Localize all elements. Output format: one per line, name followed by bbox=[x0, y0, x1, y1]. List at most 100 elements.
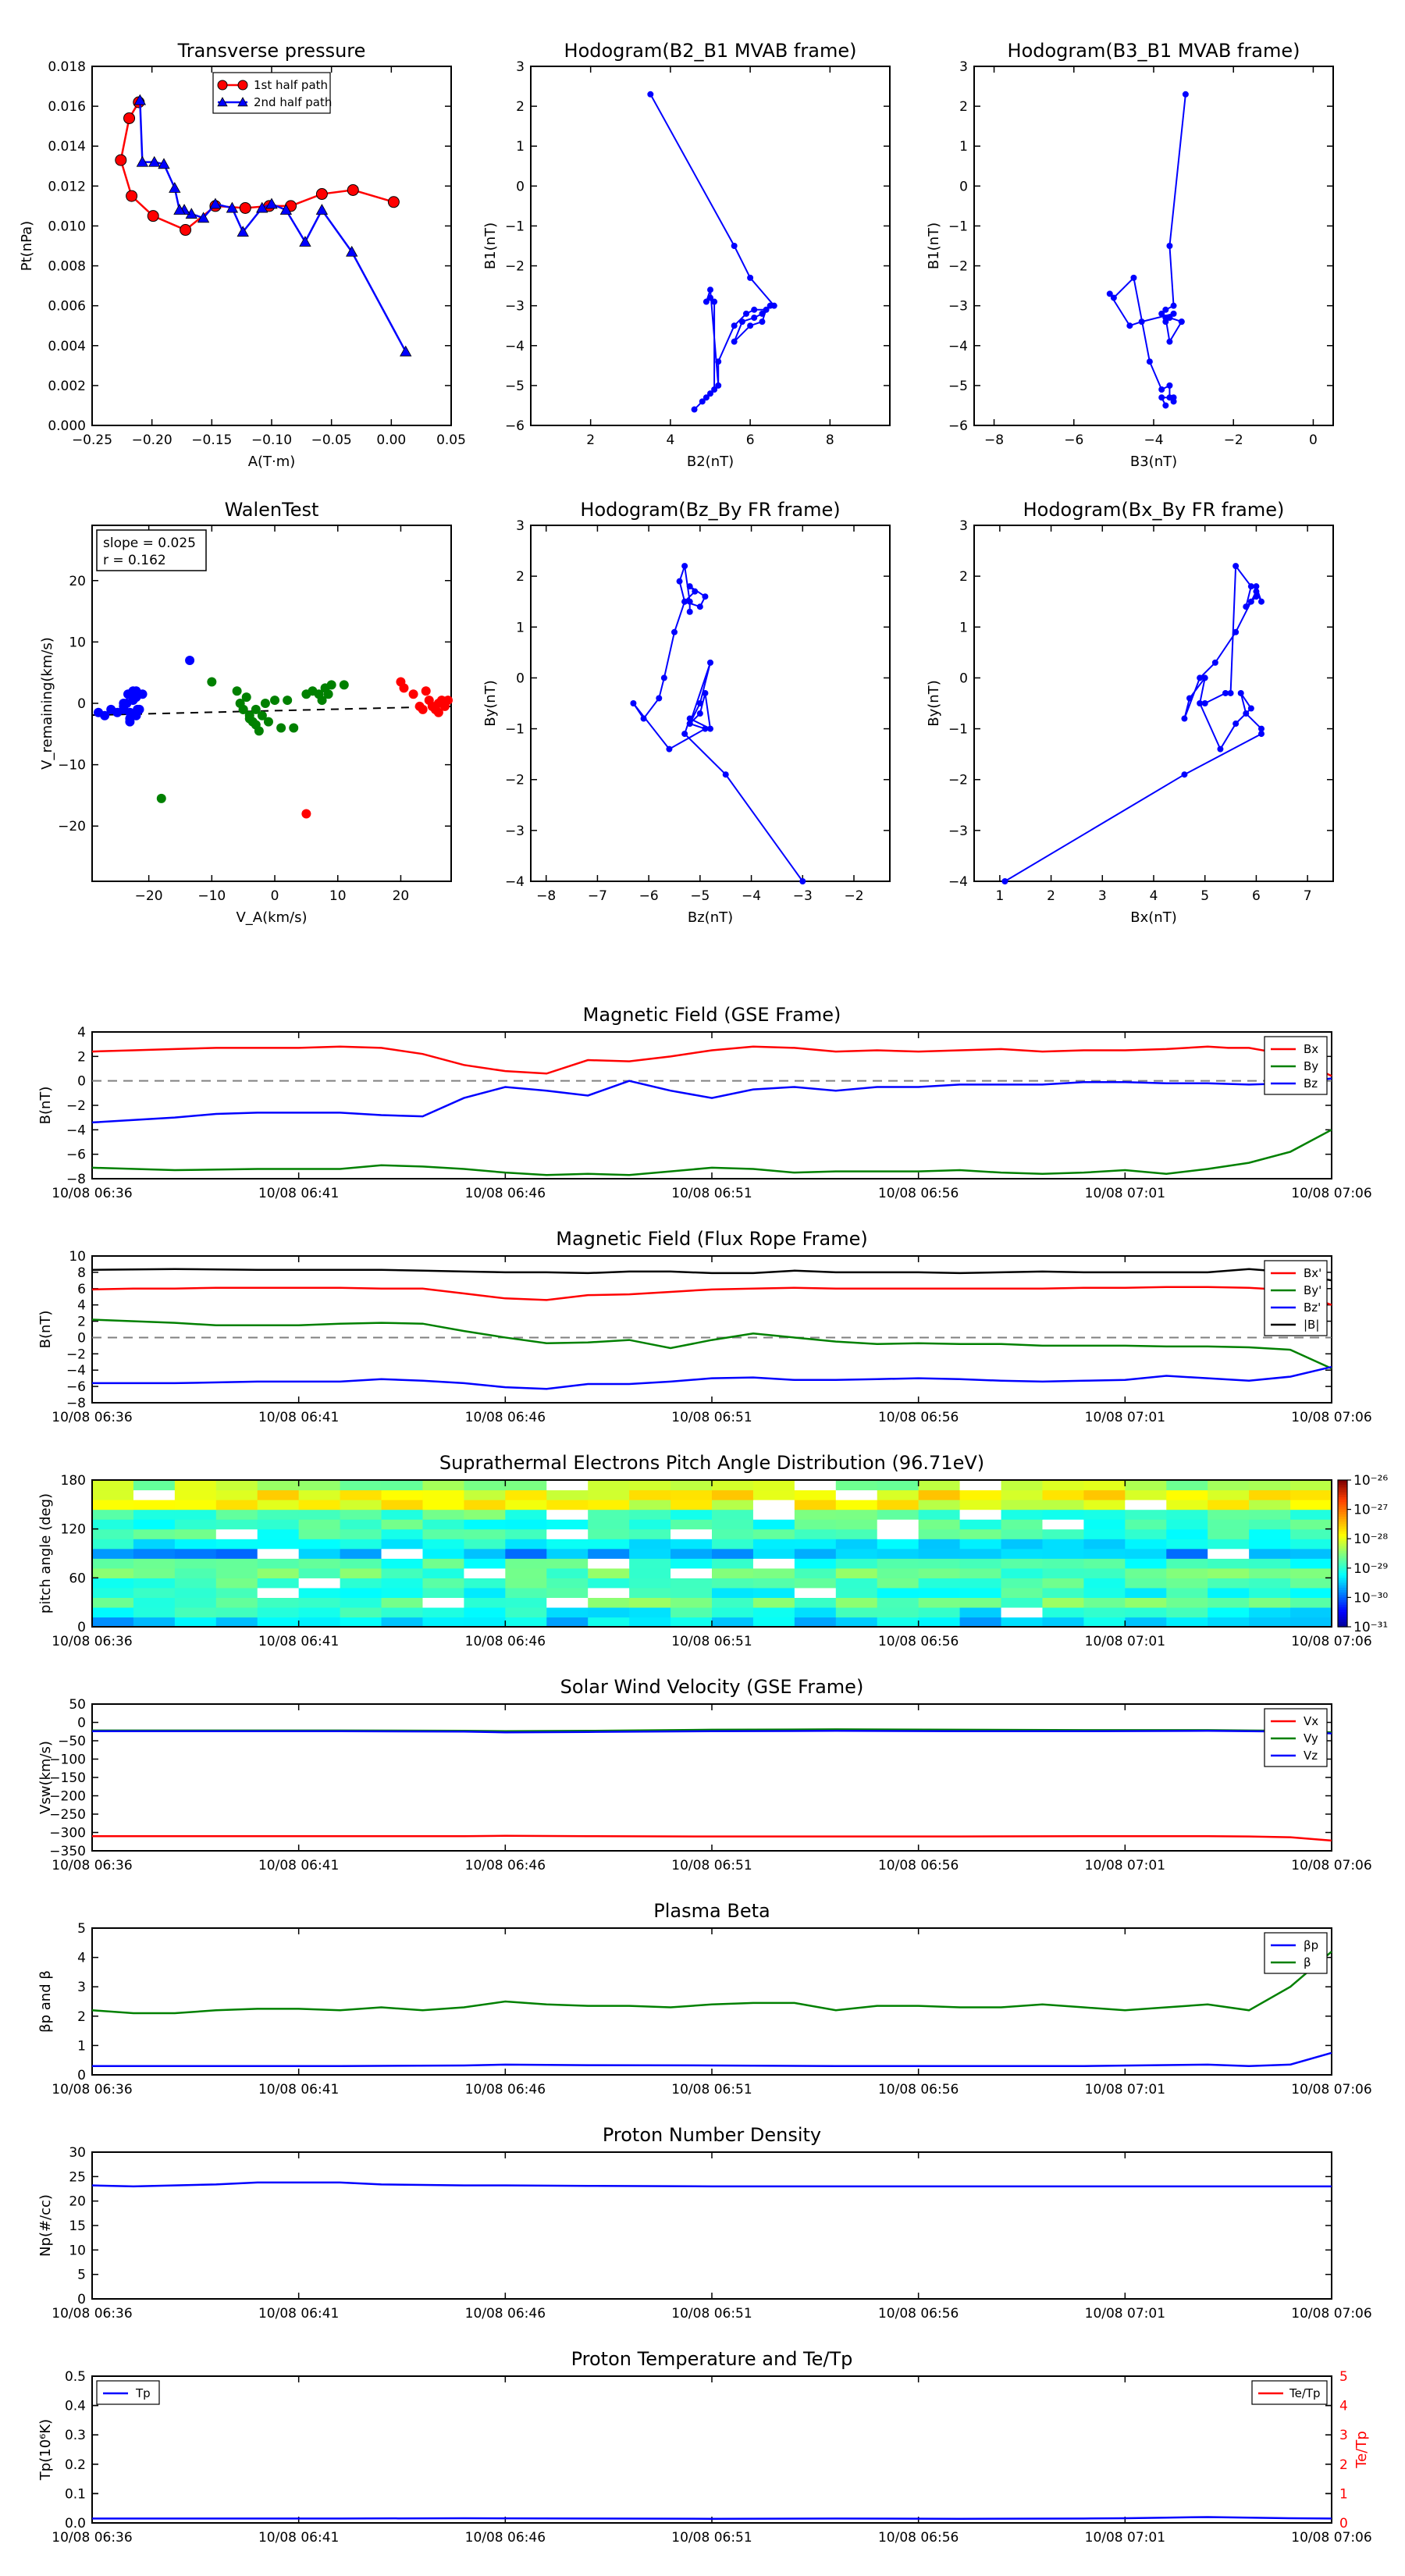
heatmap-cell bbox=[1042, 1489, 1084, 1500]
heatmap-cell bbox=[92, 1509, 134, 1520]
data-point bbox=[301, 809, 311, 819]
data-point bbox=[265, 197, 278, 209]
heatmap-cell bbox=[133, 1587, 176, 1598]
heatmap-cell bbox=[959, 1539, 1002, 1550]
data-point bbox=[686, 598, 693, 605]
data-point bbox=[133, 94, 147, 105]
data-point bbox=[279, 204, 293, 215]
chart-title: Hodogram(Bz_By FR frame) bbox=[580, 499, 840, 521]
y-tick-label: 5 bbox=[77, 1921, 86, 1937]
y-tick-label: 1 bbox=[959, 139, 968, 155]
data-point bbox=[1162, 402, 1169, 409]
heatmap-cell bbox=[1249, 1489, 1291, 1500]
time-tick-label: 10/08 07:06 bbox=[1291, 1858, 1371, 1873]
heatmap-cell bbox=[959, 1519, 1002, 1530]
time-tick-label: 10/08 06:51 bbox=[671, 1858, 752, 1873]
colorbar-label: 10⁻²⁷ bbox=[1353, 1503, 1388, 1518]
heatmap-cell bbox=[959, 1528, 1002, 1539]
heatmap-cell bbox=[1166, 1567, 1208, 1578]
time-tick-label: 10/08 07:06 bbox=[1291, 1410, 1371, 1425]
heatmap-cell bbox=[1166, 1587, 1208, 1598]
heatmap-cell bbox=[505, 1539, 547, 1550]
y-tick-label: 0 bbox=[77, 2068, 86, 2083]
data-point bbox=[1110, 294, 1117, 301]
heatmap-cell bbox=[629, 1617, 671, 1628]
data-point bbox=[276, 723, 286, 733]
data-point bbox=[686, 720, 693, 728]
time-tick-label: 10/08 07:06 bbox=[1291, 2306, 1371, 2322]
heatmap-cell bbox=[1125, 1528, 1167, 1539]
y-tick-label: 4 bbox=[77, 1025, 86, 1041]
heatmap-cell bbox=[835, 1500, 878, 1510]
data-point bbox=[1001, 878, 1008, 884]
heatmap-cell bbox=[505, 1489, 547, 1500]
heatmap-cell bbox=[340, 1597, 382, 1608]
data-point bbox=[686, 715, 693, 722]
x-tick-label: 2 bbox=[586, 432, 595, 448]
y-axis-label: Pt(nPa) bbox=[19, 221, 35, 271]
y-tick-label: −5 bbox=[948, 379, 968, 394]
heatmap-cell bbox=[629, 1480, 671, 1491]
data-point bbox=[1253, 588, 1260, 595]
data-point bbox=[1178, 318, 1185, 326]
data-point bbox=[1182, 91, 1189, 98]
heatmap-cell bbox=[133, 1528, 176, 1539]
heatmap-cell bbox=[959, 1587, 1002, 1598]
heatmap-cell bbox=[918, 1567, 961, 1578]
heatmap-cell bbox=[215, 1578, 258, 1589]
legend-label: |B| bbox=[1304, 1318, 1319, 1332]
heatmap-cell bbox=[1290, 1509, 1332, 1520]
heatmap-cell bbox=[340, 1587, 382, 1598]
colorbar-segment bbox=[1338, 1509, 1347, 1513]
heatmap-cell bbox=[794, 1519, 837, 1530]
y-tick-label: −4 bbox=[948, 339, 968, 354]
x-tick-label: −6 bbox=[1064, 432, 1083, 448]
y-axis-label: B(nT) bbox=[37, 1087, 54, 1125]
heatmap-cell bbox=[1249, 1597, 1291, 1608]
heatmap-cell bbox=[215, 1567, 258, 1578]
time-tick-label: 10/08 06:56 bbox=[878, 2306, 959, 2322]
heatmap-cell bbox=[505, 1558, 547, 1569]
y-axis-label: V_remaining(km/s) bbox=[39, 637, 55, 770]
data-point bbox=[156, 793, 166, 803]
heatmap-cell bbox=[464, 1587, 506, 1598]
y-tick-label: 0.018 bbox=[48, 59, 86, 75]
heatmap-cell bbox=[918, 1519, 961, 1530]
heatmap-cell bbox=[464, 1528, 506, 1539]
data-point bbox=[722, 771, 729, 778]
heatmap-cell bbox=[1208, 1617, 1250, 1628]
heatmap-cell bbox=[1166, 1578, 1208, 1589]
chart-title: Magnetic Field (Flux Rope Frame) bbox=[556, 1228, 867, 1250]
heatmap-cell bbox=[1166, 1597, 1208, 1608]
heatmap-cell bbox=[298, 1489, 341, 1500]
data-point bbox=[767, 302, 774, 309]
time-tick-label: 10/08 06:46 bbox=[465, 1858, 546, 1873]
y-tick-label: −100 bbox=[49, 1752, 86, 1768]
data-point bbox=[1158, 310, 1165, 317]
heatmap-cell bbox=[133, 1567, 176, 1578]
y-tick-label: 20 bbox=[69, 2194, 86, 2210]
heatmap-cell bbox=[670, 1519, 713, 1530]
x-axis-label: Bz(nT) bbox=[688, 909, 733, 926]
y-tick-label: −6 bbox=[66, 1379, 86, 1395]
time-tick-label: 10/08 06:36 bbox=[52, 1186, 132, 1201]
colorbar-segment bbox=[1338, 1580, 1347, 1584]
heatmap-cell bbox=[464, 1509, 506, 1520]
y-tick-label: 0 bbox=[77, 2292, 86, 2307]
heatmap-cell bbox=[1042, 1558, 1084, 1569]
chart-pitch-angle: Suprathermal Electrons Pitch Angle Distr… bbox=[37, 1452, 1388, 1649]
y-tick-label: −1 bbox=[948, 722, 968, 738]
heatmap-cell bbox=[877, 1509, 919, 1520]
y-tick-label: 0.1 bbox=[65, 2486, 86, 2502]
heatmap-cell bbox=[835, 1539, 878, 1550]
heatmap-cell bbox=[1042, 1578, 1084, 1589]
heatmap-cell bbox=[464, 1567, 506, 1578]
heatmap-cell bbox=[959, 1480, 1002, 1491]
data-point bbox=[257, 710, 267, 720]
heatmap-cell bbox=[877, 1558, 919, 1569]
x-tick-label: 0.00 bbox=[376, 432, 406, 448]
y-tick-label: 0.000 bbox=[48, 418, 86, 434]
heatmap-cell bbox=[1042, 1528, 1084, 1539]
data-point bbox=[671, 628, 678, 635]
